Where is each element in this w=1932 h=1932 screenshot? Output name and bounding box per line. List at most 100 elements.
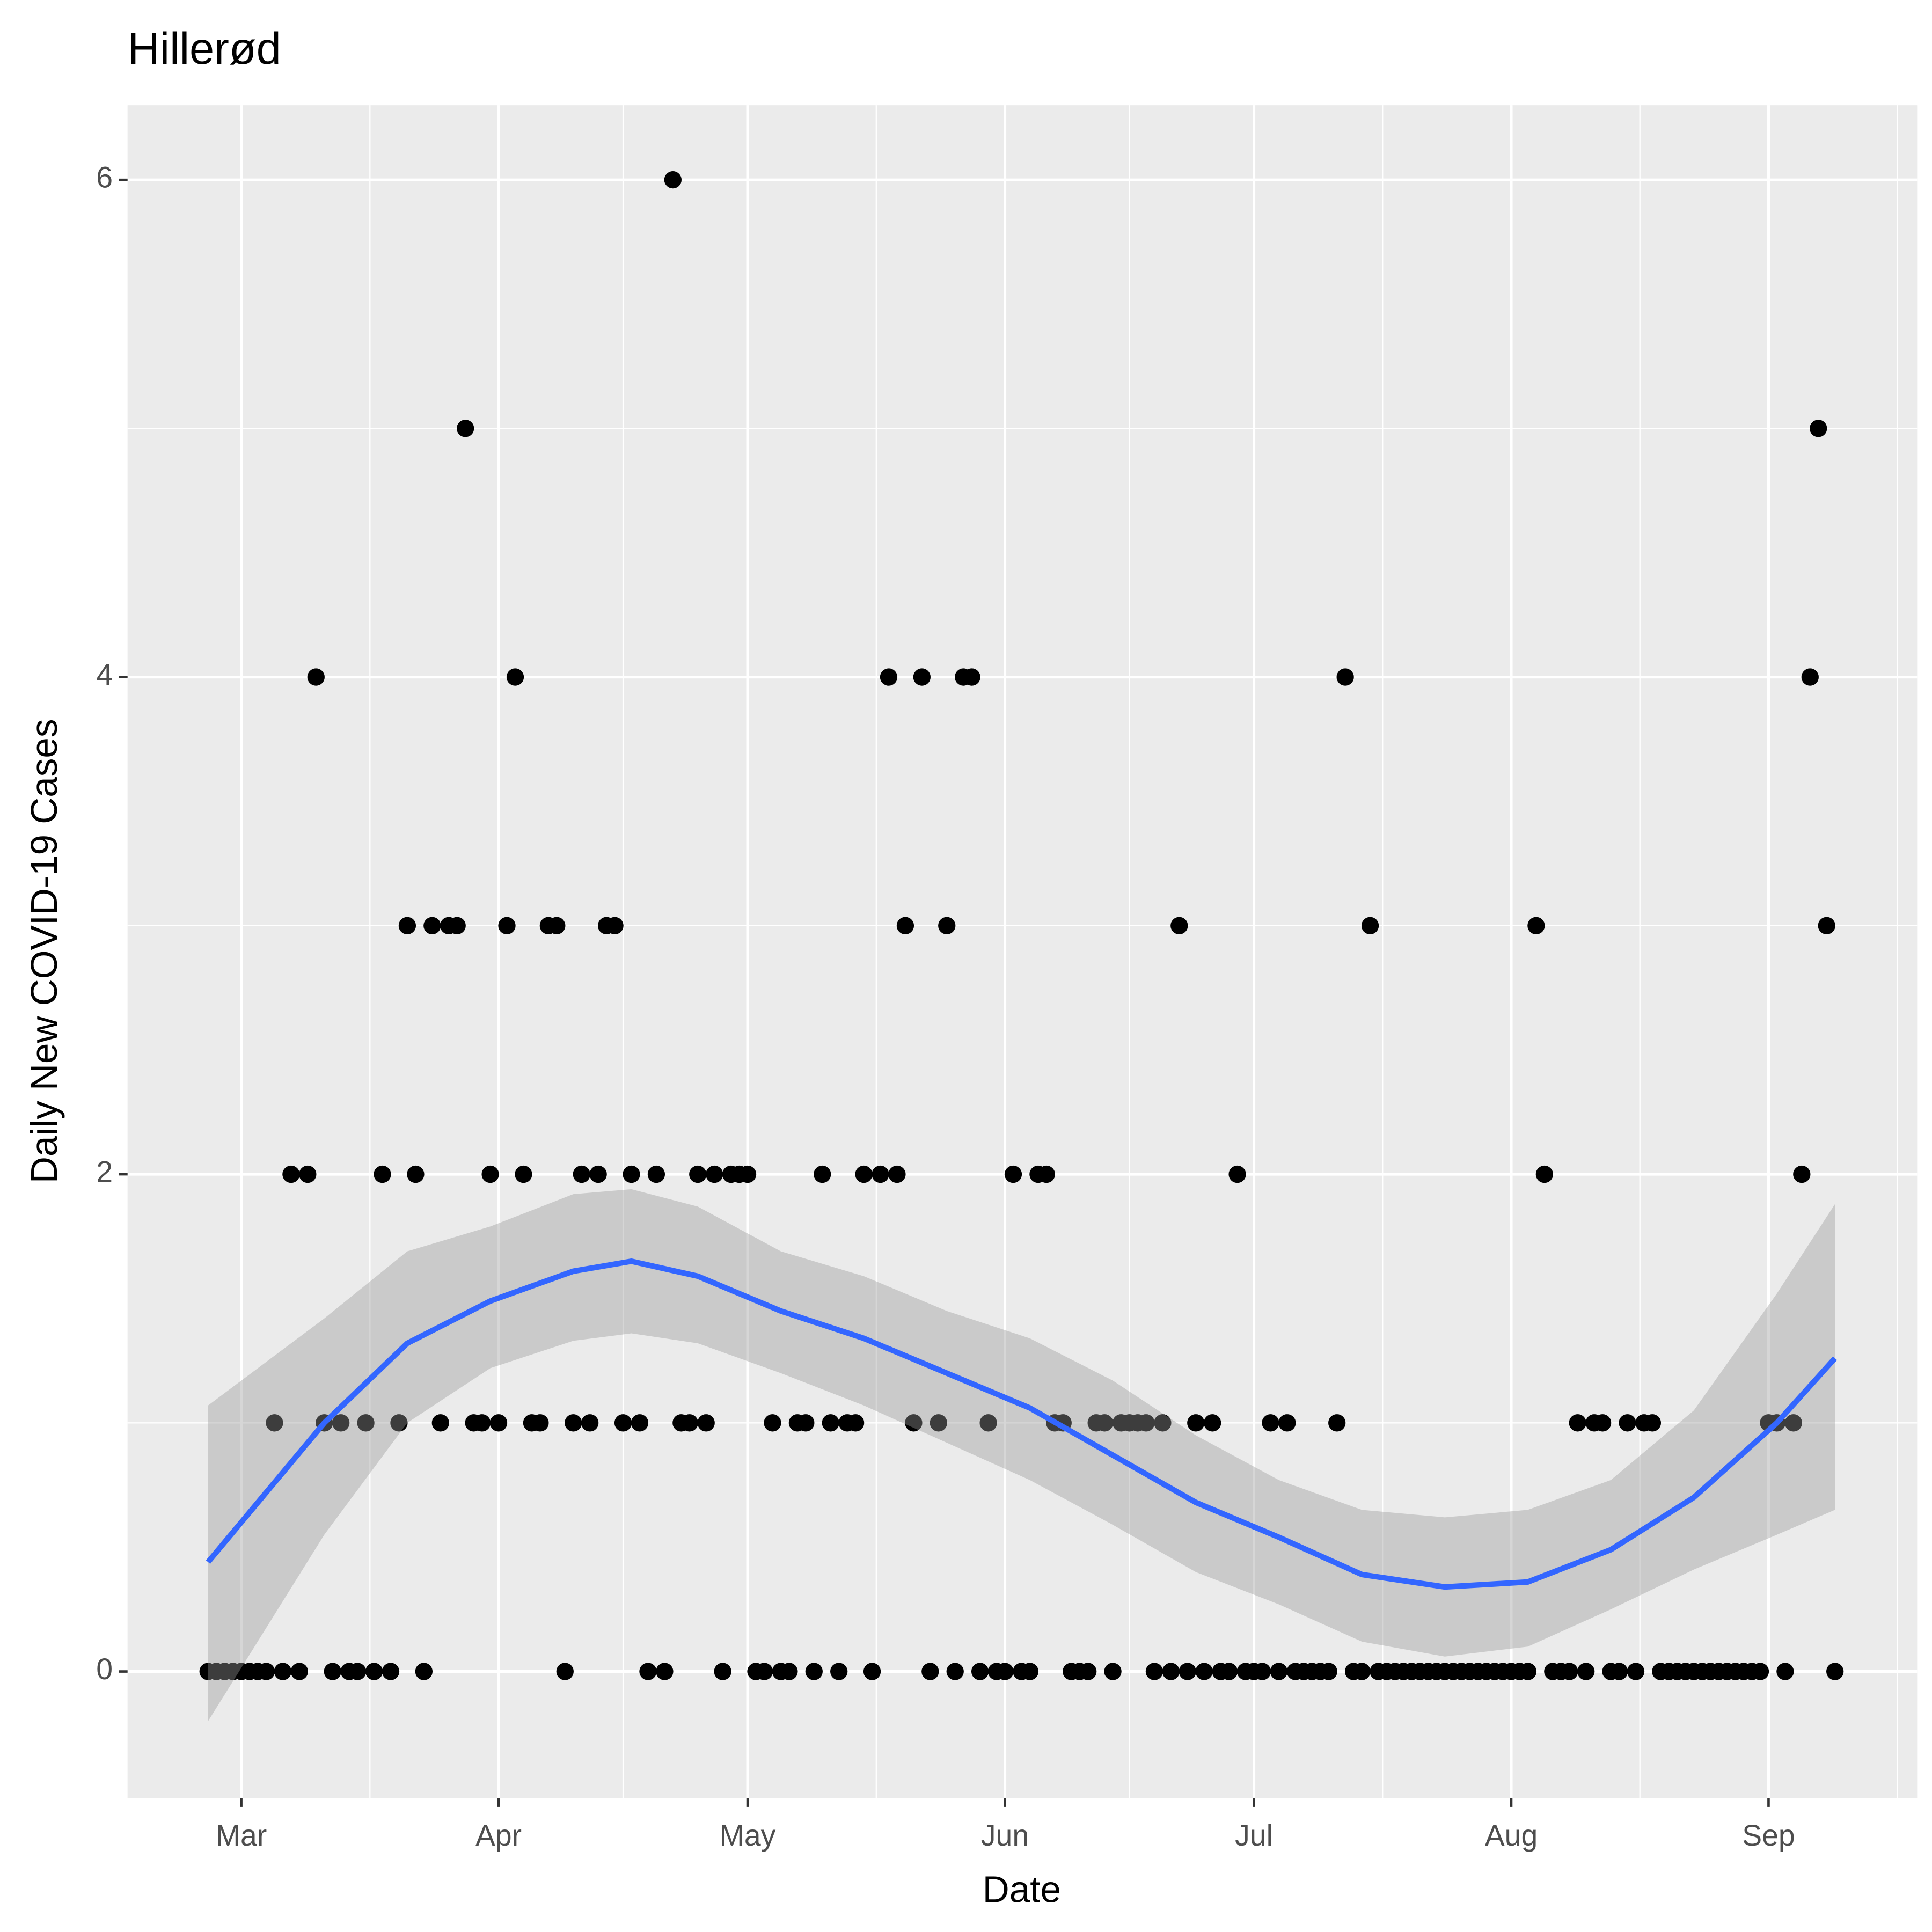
point xyxy=(1262,1414,1279,1432)
point xyxy=(738,1165,757,1183)
point xyxy=(639,1663,657,1680)
point xyxy=(1593,1414,1612,1432)
point xyxy=(1021,1663,1039,1680)
point xyxy=(431,1414,449,1432)
point xyxy=(896,917,914,934)
y-tick-label: 0 xyxy=(96,1652,113,1686)
point xyxy=(1195,1663,1213,1680)
point xyxy=(423,917,441,934)
point xyxy=(498,917,516,934)
x-tick-label: Mar xyxy=(216,1819,267,1852)
point xyxy=(1535,1165,1554,1183)
x-tick-label: May xyxy=(720,1819,776,1852)
point xyxy=(647,1165,665,1183)
point xyxy=(855,1165,873,1183)
y-tick-label: 6 xyxy=(96,161,113,194)
point xyxy=(1162,1663,1180,1680)
point xyxy=(1187,1414,1205,1432)
point xyxy=(365,1663,383,1680)
point xyxy=(1751,1663,1769,1680)
point xyxy=(963,668,980,686)
point xyxy=(556,1663,574,1680)
point xyxy=(1619,1414,1636,1432)
point xyxy=(1336,668,1354,686)
y-axis-title: Daily New COVID-19 Cases xyxy=(23,719,65,1183)
point xyxy=(1577,1663,1595,1680)
point xyxy=(1095,1414,1114,1432)
point xyxy=(830,1663,848,1680)
point xyxy=(755,1663,773,1680)
point xyxy=(1228,1165,1246,1183)
point xyxy=(1610,1663,1628,1680)
point xyxy=(299,1165,317,1183)
point xyxy=(1519,1663,1537,1680)
point xyxy=(257,1663,275,1680)
x-tick-label: Aug xyxy=(1485,1819,1538,1852)
point xyxy=(374,1165,391,1183)
y-tick-label: 2 xyxy=(96,1155,113,1189)
point xyxy=(348,1663,367,1680)
point xyxy=(448,917,466,934)
point xyxy=(631,1414,649,1432)
point xyxy=(921,1663,939,1680)
point xyxy=(531,1414,549,1432)
confidence-band xyxy=(208,1189,1835,1722)
point xyxy=(390,1414,408,1432)
point xyxy=(971,1663,989,1680)
point xyxy=(614,1414,632,1432)
point xyxy=(1776,1663,1794,1680)
point xyxy=(1220,1663,1238,1680)
point xyxy=(1253,1663,1271,1680)
point xyxy=(764,1414,781,1432)
point xyxy=(979,1414,997,1432)
point xyxy=(506,668,524,686)
point xyxy=(1137,1414,1155,1432)
point xyxy=(1079,1663,1097,1680)
point xyxy=(1810,420,1827,437)
x-tick-label: Apr xyxy=(475,1819,522,1852)
point xyxy=(1328,1414,1346,1432)
point xyxy=(565,1414,582,1432)
point xyxy=(307,668,325,686)
point xyxy=(1278,1414,1296,1432)
point xyxy=(1204,1414,1221,1432)
point xyxy=(930,1414,947,1432)
point xyxy=(457,420,474,437)
point xyxy=(780,1663,798,1680)
point xyxy=(913,668,931,686)
point xyxy=(515,1165,532,1183)
point xyxy=(290,1663,309,1680)
point xyxy=(1361,917,1379,934)
point xyxy=(938,917,956,934)
point xyxy=(872,1165,889,1183)
point xyxy=(689,1165,707,1183)
y-tick-label: 4 xyxy=(96,658,113,691)
point xyxy=(680,1414,698,1432)
x-axis-title: Date xyxy=(983,1868,1061,1910)
point xyxy=(863,1663,881,1680)
point xyxy=(1793,1165,1811,1183)
point xyxy=(357,1414,375,1432)
point xyxy=(581,1414,599,1432)
point xyxy=(282,1165,300,1183)
point xyxy=(473,1414,491,1432)
point xyxy=(888,1165,906,1183)
point xyxy=(1818,917,1835,934)
point xyxy=(1154,1414,1172,1432)
panel xyxy=(127,105,1918,1798)
point xyxy=(805,1663,823,1680)
point xyxy=(1561,1663,1578,1680)
point xyxy=(1627,1663,1645,1680)
point xyxy=(797,1414,815,1432)
point xyxy=(1801,668,1819,686)
point xyxy=(1569,1414,1586,1432)
point xyxy=(606,917,624,934)
point xyxy=(814,1165,831,1183)
smooth-line xyxy=(206,1258,1838,1590)
point xyxy=(481,1165,499,1183)
point xyxy=(1527,917,1545,934)
point xyxy=(1826,1663,1844,1680)
point xyxy=(1353,1663,1371,1680)
